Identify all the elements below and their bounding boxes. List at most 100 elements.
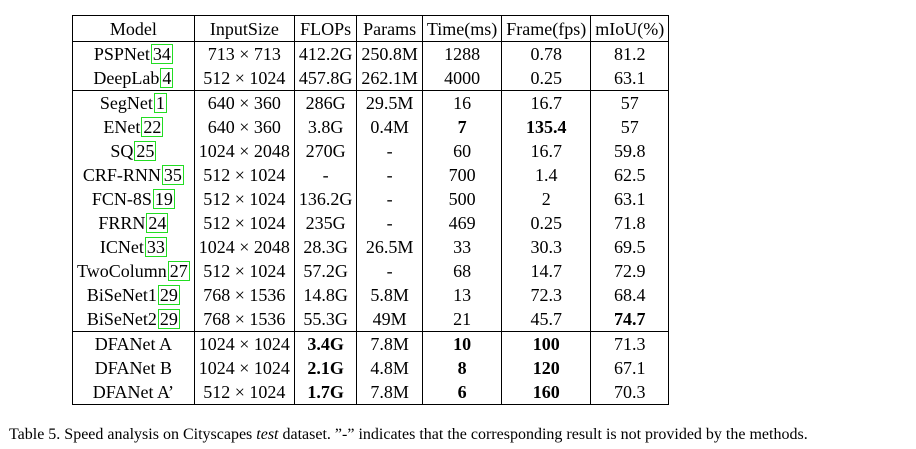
column-header: FLOPs [293, 15, 357, 42]
model-cell: DFANet A’ [73, 380, 195, 405]
value-cell: 72.3 [501, 283, 591, 307]
value-cell: - [356, 211, 423, 235]
value-cell: 45.7 [501, 307, 591, 332]
model-cell: SegNet 1 [72, 90, 195, 115]
model-name: SegNet [99, 93, 153, 113]
table-row: CRF-RNN 35 512 × 1024- -700 1.4 62.5 [73, 163, 669, 187]
value-cell: 7.8M [356, 380, 423, 405]
value-cell: 30.3 [501, 235, 591, 259]
table-row: DFANet A’ 512 × 1024 1.7G 7.8M 6 160 70.3 [73, 380, 669, 405]
citation-link[interactable]: 34 [150, 44, 173, 64]
value-cell: 60 [421, 139, 502, 163]
value-cell: 135.4 [501, 115, 591, 139]
value-cell: 71.8 [590, 211, 669, 235]
value-cell: 235G [293, 211, 357, 235]
value-cell: 69.5 [590, 235, 669, 259]
value-cell: 768 × 1536 [193, 283, 295, 307]
value-cell: 1.7G [293, 380, 357, 405]
value-cell: 250.8M [356, 41, 423, 66]
column-header: mIoU(%) [590, 15, 669, 42]
table-row: BiSeNet1 29 768 × 1536 14.8G 5.8M 13 72.3 68.4 [73, 283, 669, 307]
citation-link[interactable]: 25 [134, 141, 157, 161]
value-cell: 1024 × 1024 [193, 356, 295, 380]
table-body: PSPNet 34 713 × 713 412.2G 250.8M 1288 0.78 81.… [72, 41, 669, 405]
value-cell: - [356, 163, 423, 187]
value-cell: - [293, 163, 357, 187]
citation-link[interactable]: 29 [157, 285, 180, 305]
table-header-row: Model InputSize FLOPs Params Time(ms) Frame(f… [72, 15, 669, 42]
model-name: DFANet A’ [92, 382, 174, 402]
value-cell: 3.8G [293, 115, 357, 139]
value-cell: 512 × 1024 [193, 211, 295, 235]
table-row: PSPNet 34 713 × 713 412.2G 250.8M 1288 0.78 81.… [73, 41, 669, 66]
table-row: ICNet 33 1024 × 2048 28.3G 26.5M 33 30.3 69.5 [73, 235, 669, 259]
citation-link[interactable]: 19 [152, 189, 175, 209]
value-cell: 469 [421, 211, 502, 235]
model-name: BiSeNet2 [86, 309, 157, 329]
value-cell: 7.8M [356, 331, 423, 356]
value-cell: - [356, 259, 423, 283]
citation-link[interactable]: 35 [161, 165, 184, 185]
column-header: Model [109, 18, 157, 39]
value-cell: 512 × 1024 [193, 187, 295, 211]
column-header: Params [356, 15, 423, 42]
value-cell: 2 [501, 187, 591, 211]
value-cell: 57.2G [293, 259, 357, 283]
value-cell: - [356, 139, 423, 163]
citation-link[interactable]: 33 [144, 237, 167, 257]
value-cell: 10 [421, 331, 502, 356]
value-cell: 7 [421, 115, 502, 139]
value-cell: 768 × 1536 [193, 307, 295, 332]
value-cell: 4000 [421, 66, 502, 91]
table-row: DFANet A 1024 × 1024 3.4G 7.8M 10 100 71.3 [72, 331, 669, 356]
column-header: Time(ms) [421, 15, 502, 42]
model-cell: ICNet 33 [73, 235, 195, 259]
model-name: FRRN [98, 213, 146, 233]
table-row: SegNet 1 640 × 360 286G 29.5M 16 16.7 57 [72, 90, 669, 115]
value-cell: 13 [421, 283, 502, 307]
value-cell: 26.5M [356, 235, 423, 259]
value-cell: 0.25 [501, 66, 591, 91]
value-cell: 1024 × 2048 [193, 235, 295, 259]
value-cell: 68.4 [590, 283, 669, 307]
value-cell: 57 [590, 115, 669, 139]
citation-link[interactable]: 27 [167, 261, 190, 281]
value-cell: 81.2 [590, 41, 669, 66]
speed-analysis-table: Model InputSize FLOPs Params Time(ms) Frame(f… [72, 15, 670, 405]
value-cell: 412.2G [293, 41, 357, 66]
model-name: BiSeNet1 [86, 285, 157, 305]
value-cell: 1.4 [501, 163, 591, 187]
value-cell: 16 [421, 90, 502, 115]
table-row: SQ 25 1024 × 2048 270G -60 16.7 59.8 [73, 139, 669, 163]
model-cell: BiSeNet1 29 [73, 283, 195, 307]
model-cell: DFANet A [72, 331, 195, 356]
value-cell: 1024 × 1024 [193, 331, 295, 356]
value-cell: 70.3 [590, 380, 669, 405]
value-cell: 3.4G [293, 331, 357, 356]
value-cell: 55.3G [293, 307, 357, 332]
value-cell: 640 × 360 [193, 115, 295, 139]
table-row: FCN-8S 19 512 × 1024 136.2G -500 2 63.1 [73, 187, 669, 211]
citation-link[interactable]: 4 [160, 68, 174, 88]
value-cell: 270G [293, 139, 357, 163]
model-cell: DFANet B [73, 356, 195, 380]
value-cell: 16.7 [501, 139, 591, 163]
citation-link[interactable]: 1 [153, 93, 167, 113]
model-cell: DeepLab 4 [73, 66, 195, 91]
value-cell: 21 [421, 307, 502, 332]
caption-text-rest: dataset. ”-” indicates that the correspo… [278, 426, 808, 443]
table-row: DeepLab 4 512 × 1024 457.8G 262.1M 4000 0.25 63… [73, 66, 669, 91]
citation-link[interactable]: 22 [141, 117, 164, 137]
model-cell: CRF-RNN 35 [73, 163, 195, 187]
column-header: InputSize [193, 15, 295, 42]
value-cell: 49M [356, 307, 423, 332]
value-cell: 700 [421, 163, 502, 187]
citation-link[interactable]: 24 [146, 213, 169, 233]
model-cell: BiSeNet2 29 [73, 307, 195, 332]
citation-link[interactable]: 29 [157, 309, 180, 329]
value-cell: 512 × 1024 [193, 66, 295, 91]
value-cell: 59.8 [590, 139, 669, 163]
value-cell: 63.1 [590, 66, 669, 91]
value-cell: 100 [501, 331, 591, 356]
table-row: BiSeNet2 29 768 × 1536 55.3G 49M 21 45.7 74.7 [73, 307, 669, 332]
